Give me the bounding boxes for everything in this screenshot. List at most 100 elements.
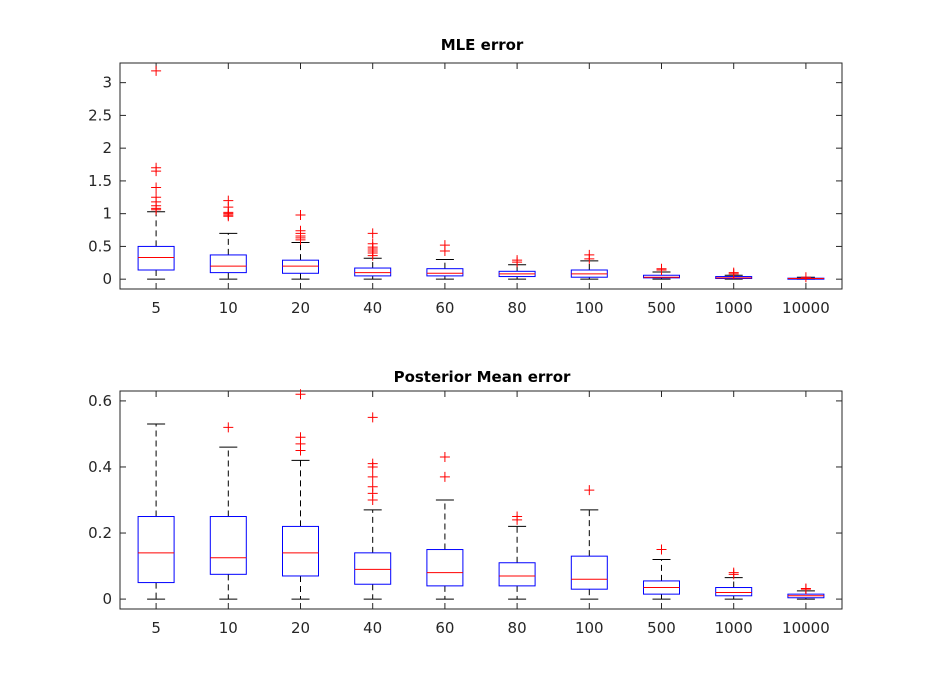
x-tick-label: 80	[508, 299, 527, 317]
y-tick-label: 1.5	[88, 172, 112, 190]
outlier-marker	[151, 182, 162, 193]
outlier-marker	[584, 485, 595, 496]
outlier-marker	[295, 389, 306, 400]
x-axis: 5 10 20 40 60 80 100 500 1000 10000	[151, 391, 830, 637]
y-tick-label: 2	[102, 139, 112, 157]
y-tick-label: 0.2	[88, 524, 112, 542]
iqr-box	[354, 267, 392, 277]
y-tick-label: 0.6	[88, 392, 112, 410]
outlier-marker	[367, 481, 378, 492]
x-tick-label: 10000	[782, 299, 830, 317]
box-10	[209, 195, 247, 280]
axes-frame	[119, 390, 843, 610]
x-tick-label: 10	[219, 619, 238, 637]
box-80	[498, 255, 536, 280]
box-40	[354, 228, 392, 280]
box-10	[209, 422, 247, 600]
x-tick-label: 40	[363, 299, 382, 317]
outlier-marker	[151, 65, 162, 76]
x-tick-label: 500	[647, 299, 676, 317]
box-500	[643, 263, 680, 280]
box-100	[570, 485, 608, 600]
x-tick-label: 1000	[715, 299, 753, 317]
box-5	[137, 423, 175, 600]
x-tick-label: 20	[291, 619, 310, 637]
box-60	[426, 240, 464, 280]
outlier-marker	[800, 272, 811, 283]
outlier-marker	[656, 544, 667, 555]
outlier-marker	[223, 195, 234, 206]
boxes	[137, 389, 825, 600]
box-60	[426, 452, 464, 600]
iqr-box	[498, 562, 536, 587]
outlier-marker	[439, 471, 450, 482]
plot-title: MLE error	[441, 36, 524, 54]
outlier-marker	[367, 412, 378, 423]
box-10000	[787, 583, 825, 600]
outlier-marker	[151, 192, 162, 203]
plot-title: Posterior Mean error	[394, 368, 571, 386]
posterior-mean-error-plot: Posterior Mean error 0 0.2 0.4 0.6 5 10 20 40 6…	[88, 368, 843, 637]
x-tick-label: 60	[435, 619, 454, 637]
outlier-marker	[367, 238, 378, 249]
outlier-marker	[512, 255, 523, 266]
x-tick-label: 5	[151, 299, 161, 317]
iqr-box	[426, 549, 464, 587]
box-20	[282, 209, 319, 280]
outlier-marker	[295, 225, 306, 236]
y-tick-label: 1	[102, 205, 112, 223]
box-20	[282, 389, 319, 600]
x-tick-label: 60	[435, 299, 454, 317]
box-1000	[715, 267, 753, 280]
box-80	[498, 511, 536, 600]
y-tick-label: 0	[102, 590, 112, 608]
iqr-box	[570, 555, 608, 590]
outlier-marker	[295, 209, 306, 220]
box-1000	[715, 567, 753, 600]
x-tick-label: 1000	[715, 619, 753, 637]
box-10000	[787, 272, 825, 283]
boxes	[137, 65, 825, 283]
x-tick-label: 80	[508, 619, 527, 637]
iqr-box	[137, 245, 175, 271]
x-tick-label: 20	[291, 299, 310, 317]
axes-frame	[119, 62, 843, 290]
x-tick-label: 10000	[782, 619, 830, 637]
x-tick-label: 500	[647, 619, 676, 637]
x-tick-label: 40	[363, 619, 382, 637]
y-axis: 0 0.2 0.4 0.6	[88, 392, 842, 608]
y-tick-label: 0.5	[88, 237, 112, 255]
iqr-box	[209, 516, 247, 575]
outlier-marker	[367, 228, 378, 239]
iqr-box	[282, 259, 319, 274]
y-axis: 0 0.5 1 1.5 2 2.5 3	[88, 74, 842, 288]
x-tick-label: 100	[575, 619, 604, 637]
box-100	[570, 249, 608, 280]
outlier-marker	[512, 511, 523, 522]
x-tick-label: 5	[151, 619, 161, 637]
outlier-marker	[656, 263, 667, 274]
box-500	[643, 544, 680, 600]
iqr-box	[354, 552, 392, 585]
outlier-marker	[223, 422, 234, 433]
outlier-marker	[728, 267, 739, 278]
outlier-marker	[728, 567, 739, 578]
outlier-marker	[584, 249, 595, 260]
iqr-box	[643, 274, 680, 279]
iqr-box	[137, 516, 175, 584]
iqr-box	[282, 525, 319, 577]
iqr-box	[715, 587, 753, 597]
x-tick-label: 10	[219, 299, 238, 317]
box-40	[354, 412, 392, 600]
y-tick-label: 3	[102, 74, 112, 92]
x-tick-label: 100	[575, 299, 604, 317]
mle-error-plot: MLE error 0 0.5 1 1.5 2 2.5 3 5 10 20 40 60 80 100 50…	[88, 36, 843, 317]
outlier-marker	[439, 452, 450, 463]
outlier-marker	[439, 240, 450, 251]
outlier-marker	[800, 583, 811, 594]
x-axis: 5 10 20 40 60 80 100 500 1000 10000	[151, 63, 830, 317]
outlier-marker	[295, 432, 306, 443]
outlier-marker	[151, 162, 162, 173]
